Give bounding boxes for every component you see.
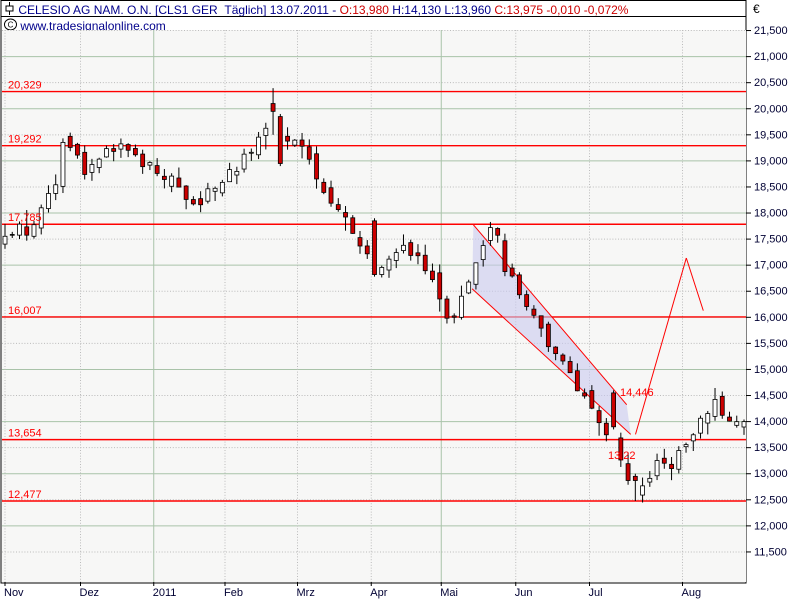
svg-text:16,500: 16,500 xyxy=(754,286,788,298)
svg-text:Feb: Feb xyxy=(224,587,243,599)
svg-text:20,500: 20,500 xyxy=(754,77,788,89)
svg-text:15,000: 15,000 xyxy=(754,364,788,376)
svg-text:Mai: Mai xyxy=(440,587,458,599)
svg-text:Dez: Dez xyxy=(80,587,100,599)
svg-text:14,000: 14,000 xyxy=(754,416,788,428)
svg-text:12,477: 12,477 xyxy=(8,489,42,501)
svg-text:19,000: 19,000 xyxy=(754,155,788,167)
svg-text:Mrz: Mrz xyxy=(297,587,315,599)
svg-text:12,000: 12,000 xyxy=(754,520,788,532)
svg-text:13,22: 13,22 xyxy=(608,450,636,462)
svg-text:17,785: 17,785 xyxy=(8,212,42,224)
svg-text:18,500: 18,500 xyxy=(754,181,788,193)
svg-text:14,446: 14,446 xyxy=(620,387,654,399)
svg-text:13,500: 13,500 xyxy=(754,442,788,454)
svg-text:14,500: 14,500 xyxy=(754,390,788,402)
svg-text:19,292: 19,292 xyxy=(8,134,42,146)
svg-text:21,500: 21,500 xyxy=(754,25,788,37)
svg-text:17,500: 17,500 xyxy=(754,234,788,246)
svg-text:16,007: 16,007 xyxy=(8,305,42,317)
svg-text:11,500: 11,500 xyxy=(754,546,787,558)
svg-text:20,329: 20,329 xyxy=(8,80,42,92)
svg-text:Jun: Jun xyxy=(515,587,533,599)
svg-text:Jul: Jul xyxy=(589,587,603,599)
svg-text:13,654: 13,654 xyxy=(8,428,42,440)
svg-text:2011: 2011 xyxy=(153,587,177,599)
svg-text:20,000: 20,000 xyxy=(754,103,788,115)
svg-text:16,000: 16,000 xyxy=(754,312,788,324)
svg-text:15,500: 15,500 xyxy=(754,338,788,350)
svg-text:Aug: Aug xyxy=(682,587,702,599)
svg-text:18,000: 18,000 xyxy=(754,208,788,220)
svg-text:Nov: Nov xyxy=(4,587,24,599)
svg-text:17,000: 17,000 xyxy=(754,260,788,272)
svg-text:Apr: Apr xyxy=(370,587,387,599)
svg-text:21,000: 21,000 xyxy=(754,51,788,63)
svg-text:13,000: 13,000 xyxy=(754,468,788,480)
svg-text:12,500: 12,500 xyxy=(754,494,788,506)
svg-text:19,500: 19,500 xyxy=(754,129,788,141)
